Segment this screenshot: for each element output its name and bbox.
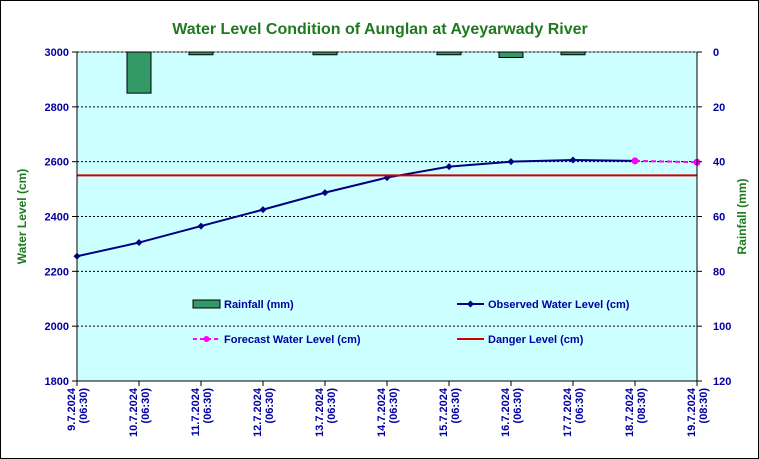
- observed-point: [507, 158, 515, 166]
- observed-line: [76, 159, 636, 258]
- x-tick-label-line: 13.7.2024: [314, 387, 326, 437]
- observed-point: [197, 222, 205, 230]
- legend-label: Rainfall (mm): [224, 299, 294, 311]
- y2-tick-label: 0: [713, 47, 719, 59]
- rainfall-bar: [312, 51, 338, 56]
- x-tick-label-line: 17.7.2024: [562, 387, 574, 437]
- x-tick-label: 14.7.2024 (06:30): [376, 387, 400, 437]
- observed-point: [445, 163, 453, 171]
- legend-label: Observed Water Level (cm): [488, 299, 630, 311]
- rainfall-bars: [126, 51, 586, 94]
- x-tick-label-line: 11.7.2024: [190, 387, 202, 436]
- x-tick-label: 16.7.2024 (06:30): [500, 387, 524, 437]
- y2-axis-title: Rainfall (mm): [735, 178, 749, 254]
- observed-point: [135, 239, 143, 247]
- forecast-line: [634, 159, 698, 164]
- x-tick-label: 11.7.2024 (06:30): [190, 387, 214, 436]
- x-tick-label-line: (06:30): [140, 388, 152, 424]
- x-tick-label-line: (06:30): [264, 388, 276, 424]
- y2-tick-label: 60: [713, 212, 725, 224]
- x-tick-label-line: (06:30): [202, 388, 214, 424]
- x-tick-label: 18.7.2024 (08:30): [624, 387, 648, 437]
- observed-point: [569, 156, 577, 164]
- y2-tick-label: 120: [713, 376, 731, 388]
- rainfall-bar: [560, 51, 586, 56]
- x-tick-label: 19.7.2024 (08:30): [686, 387, 710, 437]
- x-tick-label: 12.7.2024 (06:30): [252, 387, 276, 437]
- legend-label: Forecast Water Level (cm): [224, 334, 361, 346]
- y-tick-label: 3000: [45, 47, 69, 59]
- x-tick-label-line: 15.7.2024: [438, 387, 450, 437]
- legend-label: Danger Level (cm): [488, 334, 584, 346]
- y2-tick-label: 80: [713, 266, 725, 278]
- x-tick-label-line: 16.7.2024: [500, 387, 512, 437]
- x-tick-label-line: (06:30): [326, 388, 338, 424]
- legend-key-rainfall: [192, 299, 221, 309]
- x-tick-label: 15.7.2024 (06:30): [438, 387, 462, 437]
- x-tick-label-line: 9.7.2024: [66, 387, 78, 431]
- x-tick-label-line: 10.7.2024: [128, 387, 140, 437]
- axes: 1800 2000 2200 2400 2600 2800 3000 0 20 40 60 80 100…: [45, 47, 732, 437]
- rainfall-bar: [436, 51, 462, 56]
- rainfall-bar: [126, 51, 152, 94]
- x-tick-label: 17.7.2024 (06:30): [562, 387, 586, 437]
- y-tick-label: 1800: [45, 376, 69, 388]
- observed-point: [259, 206, 267, 214]
- x-tick-label: 13.7.2024 (06:30): [314, 387, 338, 437]
- forecast-point: [631, 157, 639, 165]
- legend-key-forecast-marker: [203, 336, 210, 342]
- grid-lines: [77, 51, 697, 327]
- observed-point: [321, 189, 329, 197]
- rainfall-bar: [498, 51, 524, 58]
- series-lines: [73, 156, 701, 260]
- x-tick-label-line: (08:30): [636, 388, 648, 424]
- x-tick-label-line: (06:30): [78, 388, 90, 424]
- x-tick-label: 9.7.2024 (06:30): [66, 387, 90, 431]
- x-tick-label-line: 12.7.2024: [252, 387, 264, 437]
- y2-tick-label: 40: [713, 157, 725, 169]
- x-tick-label-line: 19.7.2024: [686, 387, 698, 437]
- y2-tick-label: 100: [713, 321, 731, 333]
- y2-tick-label: 20: [713, 102, 725, 114]
- y-tick-label: 2200: [45, 266, 69, 278]
- x-tick-label-line: 18.7.2024: [624, 387, 636, 437]
- legend-key-observed-marker: [467, 300, 474, 308]
- chart-title: Water Level Condition of Aunglan at Ayey…: [172, 21, 587, 38]
- legend: Rainfall (mm) Observed Water Level (cm) Fo…: [192, 299, 630, 346]
- rainfall-bar: [188, 51, 214, 56]
- x-tick-label-line: (08:30): [698, 388, 710, 424]
- y-tick-label: 2000: [45, 321, 69, 333]
- y-tick-label: 2800: [45, 102, 69, 114]
- x-tick-label: 10.7.2024 (06:30): [128, 387, 152, 437]
- x-tick-label-line: (06:30): [388, 388, 400, 424]
- y-tick-label: 2600: [45, 157, 69, 169]
- y-axis-title: Water Level (cm): [15, 169, 29, 265]
- x-tick-label-line: (06:30): [574, 388, 586, 424]
- x-tick-label-line: (06:30): [450, 388, 462, 424]
- x-tick-label-line: 14.7.2024: [376, 387, 388, 437]
- y-tick-label: 2400: [45, 212, 69, 224]
- x-tick-label-line: (06:30): [512, 388, 524, 424]
